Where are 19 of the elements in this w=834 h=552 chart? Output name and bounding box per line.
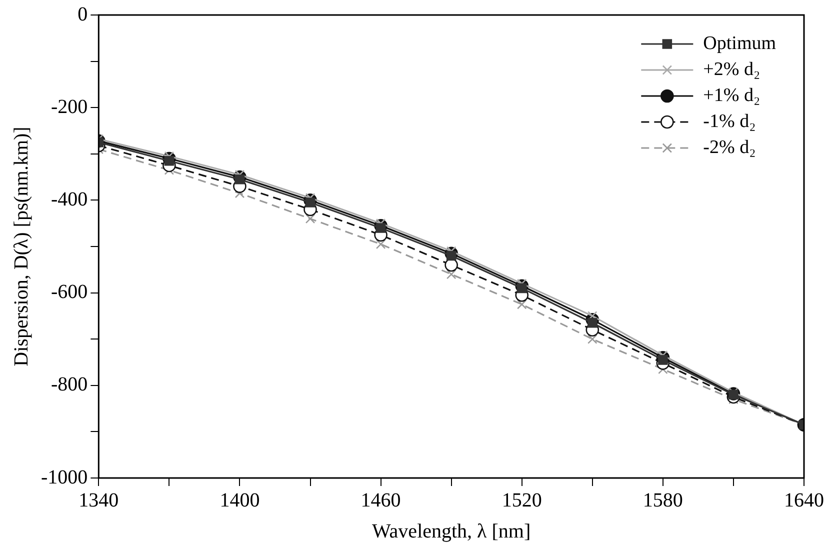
y-tick-label: -400 (50, 188, 88, 210)
x-tick-label: 1460 (360, 489, 401, 512)
x-tick-label: 1340 (78, 489, 119, 512)
legend-label: -2% d₂ (703, 136, 756, 158)
x-tick-label: 1640 (784, 489, 824, 512)
x-tick-label: 1580 (642, 489, 683, 512)
legend-label: Optimum (703, 32, 776, 54)
y-tick-label: -200 (50, 96, 88, 118)
legend-label: +1% d₂ (703, 84, 760, 106)
y-tick-label: -600 (50, 281, 88, 304)
x-tick-label: 1520 (502, 489, 542, 512)
y-tick-label: 0 (78, 3, 88, 26)
x-tick-label: 1400 (220, 489, 260, 512)
x-axis-title: Wavelength, λ [nm] (372, 520, 531, 542)
y-tick-label: -1000 (40, 466, 88, 488)
legend-label: +2% d₂ (703, 58, 760, 80)
y-tick-label: -800 (50, 374, 88, 396)
y-axis-title: Dispersion, D(λ) [ps(nm.km)] (10, 126, 32, 366)
legend-label: -1% d₂ (703, 110, 756, 132)
